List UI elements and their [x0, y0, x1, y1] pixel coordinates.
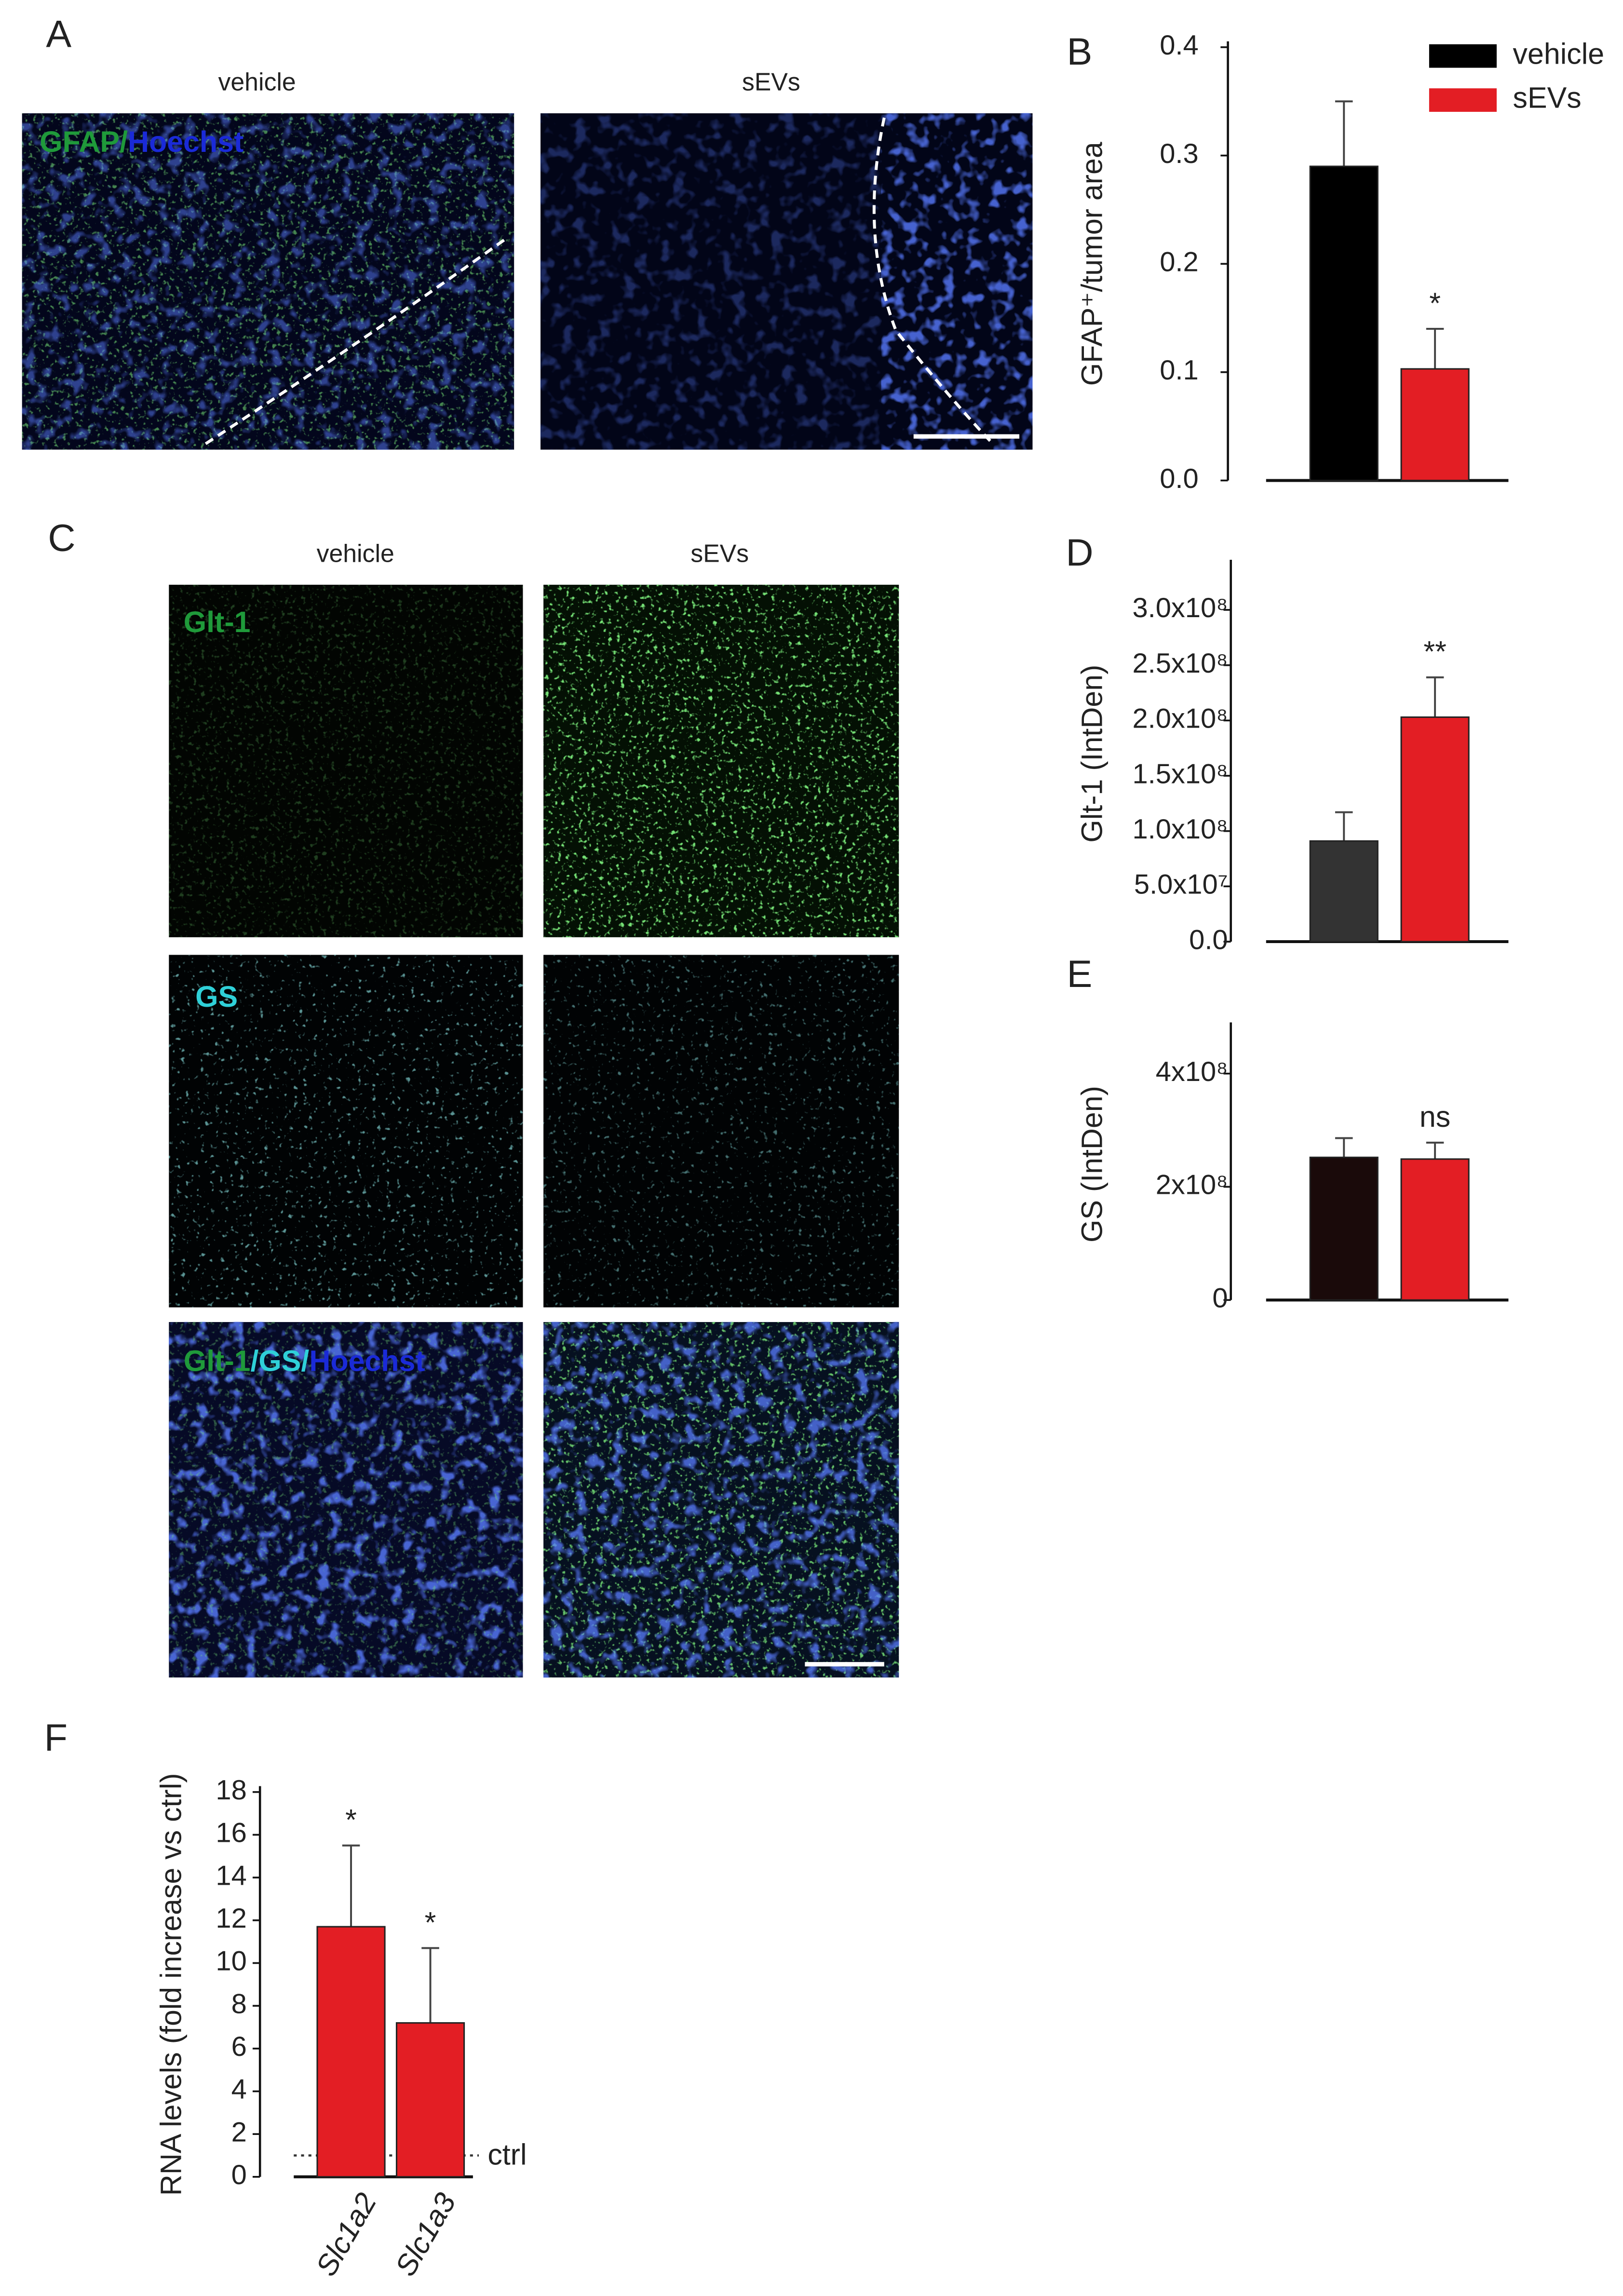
- y-axis-label: GS (IntDen): [1075, 1086, 1108, 1243]
- panel-label: C: [48, 516, 75, 559]
- stain-separator: /: [120, 125, 128, 158]
- y-tick-label: 2x10⁸: [1156, 1170, 1228, 1201]
- reference-label: ctrl: [487, 2138, 527, 2171]
- y-tick-label: 0: [231, 2160, 247, 2190]
- x-tick-label: Slc1a2: [310, 2188, 383, 2282]
- significance: *: [425, 1906, 436, 1939]
- panel-a-images: vehicle sEVs GFAP/Hoechst: [22, 68, 1033, 450]
- panel-c-images: vehicle sEVs Glt-1 GS Glt-1/GS/Hoechst: [169, 540, 899, 1678]
- y-tick-label: 0.3: [1160, 138, 1198, 169]
- panel-label: B: [1067, 30, 1093, 73]
- x-tick-label: Slc1a3: [389, 2187, 462, 2281]
- micrograph-texture: [169, 1322, 523, 1678]
- error-bar: [1426, 1141, 1444, 1159]
- chart: 0.0 0.1 0.2 0.3 0.4 GFAP⁺/tumor area * vehicle s…: [1075, 30, 1604, 494]
- stain: Hoechst: [309, 1344, 425, 1377]
- y-tick-label: 8: [231, 1988, 247, 2019]
- error-bar: [1335, 811, 1353, 841]
- y-tick-label: 0.0: [1160, 463, 1198, 494]
- stain-label: Glt-1: [184, 606, 251, 638]
- significance: *: [1429, 286, 1441, 319]
- error-bar: [1335, 100, 1353, 167]
- stain-label: Glt-1/GS/Hoechst: [184, 1344, 425, 1377]
- y-tick-label: 0.1: [1160, 355, 1198, 386]
- y-tick-label: 16: [216, 1818, 246, 1849]
- y-tick-label: 5.0x10⁷: [1134, 869, 1228, 900]
- micrograph-texture: [543, 955, 899, 1308]
- column-header: vehicle: [218, 68, 296, 96]
- y-axis-label: Glt-1 (IntDen): [1075, 665, 1108, 843]
- y-tick-label: 2.5x10⁸: [1132, 648, 1228, 679]
- y-tick-label: 2: [231, 2117, 247, 2147]
- legend-swatch: [1429, 44, 1497, 68]
- micrograph-texture: [169, 584, 523, 937]
- stain: Glt-1: [184, 1344, 251, 1377]
- error-bar: [1426, 328, 1444, 369]
- stain: GS: [195, 980, 238, 1013]
- micrograph-texture: [543, 584, 899, 937]
- y-tick-label: 1.5x10⁸: [1132, 758, 1228, 789]
- y-tick-label: 14: [216, 1860, 246, 1891]
- panel-label: F: [44, 1716, 68, 1759]
- micrograph-texture: [169, 955, 523, 1308]
- y-tick-label: 18: [216, 1775, 246, 1806]
- error-bar: [342, 1844, 360, 1927]
- significance: *: [345, 1803, 357, 1836]
- significance: ns: [1420, 1100, 1450, 1133]
- stain: Glt-1: [184, 606, 251, 638]
- bar: [316, 1926, 386, 2178]
- bar: [1400, 716, 1470, 943]
- bar: [1400, 368, 1470, 482]
- error-bar: [1426, 676, 1444, 717]
- column-header: vehicle: [317, 540, 394, 567]
- stain-label: GFAP/Hoechst: [40, 125, 243, 158]
- error-bar: [1335, 1137, 1353, 1158]
- boundary: [204, 237, 508, 445]
- significance: **: [1423, 635, 1446, 668]
- micrograph-texture: [540, 113, 1033, 450]
- column-header: sEVs: [690, 540, 749, 567]
- y-tick-label: 0.0: [1189, 924, 1228, 955]
- panel-label: D: [1066, 531, 1093, 574]
- y-tick-label: 1.0x10⁸: [1132, 814, 1228, 845]
- y-axis-label: RNA levels (fold increase vs ctrl): [155, 1773, 188, 2196]
- chart: 0.0 5.0x10⁷ 1.0x10⁸ 1.5x10⁸ 2.0x10⁸ 2.5x10⁸ 3.…: [1075, 560, 1509, 955]
- bar: [1400, 1158, 1470, 1301]
- y-tick-label: 2.0x10⁸: [1132, 703, 1228, 734]
- legend-label: vehicle: [1513, 37, 1605, 70]
- stain: GS: [258, 1344, 301, 1377]
- y-tick-label: 3.0x10⁸: [1132, 593, 1228, 623]
- micrograph-texture: [543, 1322, 899, 1678]
- stain-separator: /: [251, 1344, 259, 1377]
- y-tick-label: 4x10⁸: [1156, 1056, 1228, 1087]
- chart: 0 2 4 6 8 10 12 14 16 18 RNA levels (fold increase…: [155, 1773, 527, 2281]
- y-tick-label: 4: [231, 2074, 247, 2105]
- y-tick-label: 0.4: [1160, 30, 1198, 61]
- bar: [1309, 840, 1379, 943]
- y-tick-label: 10: [216, 1946, 246, 1977]
- bar: [1309, 1156, 1379, 1301]
- y-tick-label: 12: [216, 1903, 246, 1934]
- stain: GFAP: [40, 125, 120, 158]
- column-header: sEVs: [742, 68, 800, 96]
- y-tick-label: 6: [231, 2031, 247, 2062]
- bar: [1309, 165, 1379, 482]
- panel-label: A: [46, 13, 71, 55]
- y-tick-label: 0: [1212, 1283, 1228, 1314]
- y-axis-label: GFAP⁺/tumor area: [1075, 142, 1108, 386]
- micrograph-texture: [22, 113, 514, 450]
- legend-label: sEVs: [1513, 81, 1582, 114]
- error-bar: [421, 1947, 439, 2023]
- stain: Hoechst: [128, 125, 243, 158]
- bar: [395, 2022, 465, 2178]
- stain-separator: /: [301, 1344, 309, 1377]
- panel-label: E: [1067, 952, 1093, 995]
- y-tick-label: 0.2: [1160, 246, 1198, 277]
- chart: 0 2x10⁸ 4x10⁸ GS (IntDen) ns: [1075, 1022, 1509, 1314]
- legend-swatch: [1429, 88, 1497, 112]
- boundary: [872, 117, 994, 445]
- stain-label: GS: [195, 980, 238, 1013]
